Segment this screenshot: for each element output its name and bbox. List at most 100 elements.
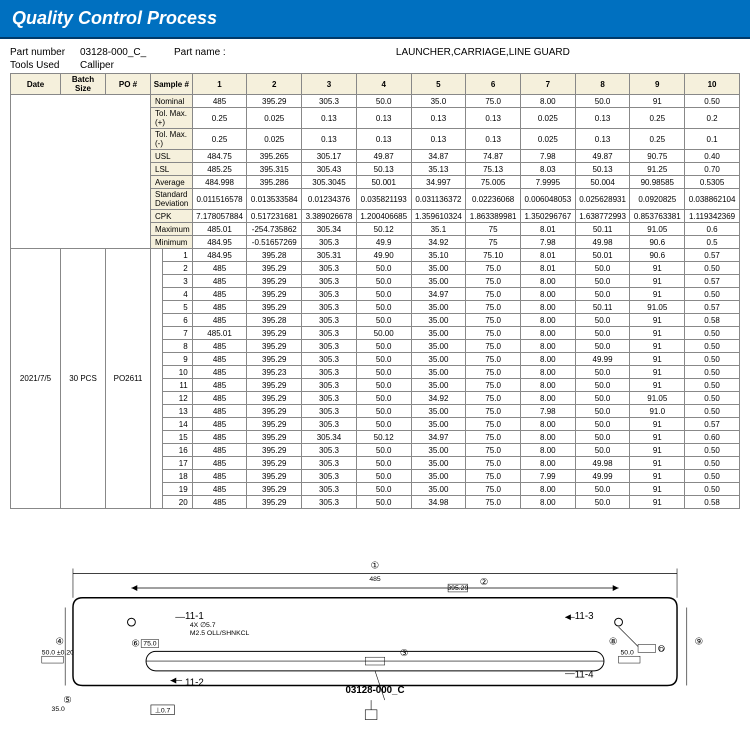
stat-cell: 0.006048053 xyxy=(520,189,575,210)
stat-cell: 35.0 xyxy=(411,95,466,108)
data-cell: 49.99 xyxy=(575,353,630,366)
data-cell: 7.98 xyxy=(520,405,575,418)
stat-cell: 0.025 xyxy=(520,108,575,129)
data-cell: 0.50 xyxy=(685,444,740,457)
data-cell: 35.00 xyxy=(411,470,466,483)
data-cell: 75.0 xyxy=(466,366,521,379)
data-cell: 485 xyxy=(192,405,247,418)
data-cell: 485 xyxy=(192,431,247,444)
data-cell: 50.11 xyxy=(575,301,630,314)
data-cell: 49.99 xyxy=(575,470,630,483)
data-cell: 50.0 xyxy=(575,366,630,379)
stat-cell: 0.25 xyxy=(192,129,247,150)
row-num: 15 xyxy=(162,431,192,444)
stat-cell: 50.004 xyxy=(575,176,630,189)
stat-cell: 75 xyxy=(466,223,521,236)
data-cell: 305.3 xyxy=(302,353,357,366)
data-cell: 0.50 xyxy=(685,470,740,483)
data-cell: 50.0 xyxy=(575,275,630,288)
svg-text:11-2: 11-2 xyxy=(185,677,204,688)
row-num: 12 xyxy=(162,392,192,405)
data-cell: 91 xyxy=(630,275,685,288)
stat-cell: 484.998 xyxy=(192,176,247,189)
svg-text:①: ① xyxy=(371,561,380,572)
data-cell: 8.00 xyxy=(520,301,575,314)
svg-text:②: ② xyxy=(480,577,489,588)
col-dim-1: 1 xyxy=(192,74,247,95)
part-number-label: Part number xyxy=(10,47,80,58)
data-cell: 50.0 xyxy=(356,483,411,496)
data-cell: 305.3 xyxy=(302,405,357,418)
data-cell: 91.05 xyxy=(630,301,685,314)
data-cell: 305.31 xyxy=(302,249,357,262)
stat-cell: 1.638772993 xyxy=(575,210,630,223)
data-cell: 50.0 xyxy=(575,496,630,509)
stat-cell: 0.40 xyxy=(685,150,740,163)
data-cell: 395.29 xyxy=(247,457,302,470)
page-title: Quality Control Process xyxy=(0,0,750,39)
data-cell: 0.50 xyxy=(685,340,740,353)
data-cell: 34.97 xyxy=(411,431,466,444)
qc-table: DateBatch SizePO #Sample #12345678910 No… xyxy=(10,73,740,509)
stat-cell: 0.13 xyxy=(575,129,630,150)
stat-cell: 75.0 xyxy=(466,95,521,108)
svg-text:50.0 ±0.20: 50.0 ±0.20 xyxy=(42,649,74,656)
data-cell: 35.00 xyxy=(411,444,466,457)
data-cell: 485.01 xyxy=(192,327,247,340)
stat-cell: 485.25 xyxy=(192,163,247,176)
data-cell: 75.0 xyxy=(466,496,521,509)
data-cell: 484.95 xyxy=(192,249,247,262)
data-cell: 50.0 xyxy=(356,314,411,327)
info-row-2: Tools Used Calliper xyxy=(10,60,740,71)
stat-cell: 90.6 xyxy=(630,236,685,249)
stat-cell: 49.87 xyxy=(356,150,411,163)
data-cell: 50.0 xyxy=(356,366,411,379)
svg-text:03128-000_C: 03128-000_C xyxy=(346,685,405,696)
row-num: 11 xyxy=(162,379,192,392)
stat-label: LSL xyxy=(151,163,193,176)
data-cell: 75.0 xyxy=(466,340,521,353)
data-cell: 485 xyxy=(192,340,247,353)
data-cell: 0.50 xyxy=(685,262,740,275)
stat-cell: 0.517231681 xyxy=(247,210,302,223)
data-cell: 35.00 xyxy=(411,262,466,275)
data-cell: 91.05 xyxy=(630,392,685,405)
data-cell: 395.29 xyxy=(247,496,302,509)
data-cell: 50.0 xyxy=(575,327,630,340)
data-cell: 305.3 xyxy=(302,314,357,327)
stat-cell: 91.25 xyxy=(630,163,685,176)
stat-cell: 0.2 xyxy=(685,108,740,129)
data-cell: 0.58 xyxy=(685,314,740,327)
data-cell: 305.3 xyxy=(302,262,357,275)
data-cell: 91.0 xyxy=(630,405,685,418)
data-cell: 8.00 xyxy=(520,431,575,444)
data-cell: 50.0 xyxy=(356,340,411,353)
data-cell: 35.00 xyxy=(411,301,466,314)
data-cell: 305.3 xyxy=(302,457,357,470)
data-cell: 75.0 xyxy=(466,405,521,418)
stat-cell: 0.853763381 xyxy=(630,210,685,223)
data-cell: 50.0 xyxy=(356,353,411,366)
data-cell: 50.0 xyxy=(356,418,411,431)
stat-cell: 0.038862104 xyxy=(685,189,740,210)
stat-label: CPK xyxy=(151,210,193,223)
data-cell: 485 xyxy=(192,366,247,379)
stat-label: Average xyxy=(151,176,193,189)
data-cell: 0.50 xyxy=(685,379,740,392)
data-cell: 35.00 xyxy=(411,379,466,392)
data-cell: 395.29 xyxy=(247,340,302,353)
stat-cell: 484.75 xyxy=(192,150,247,163)
data-cell: 305.3 xyxy=(302,418,357,431)
stat-row: Nominal485395.29305.350.035.075.08.0050.… xyxy=(11,95,740,108)
data-cell: 35.00 xyxy=(411,457,466,470)
data-cell: 485 xyxy=(192,379,247,392)
table-row: 2021/7/530 PCSPO26111484.95395.28305.314… xyxy=(11,249,740,262)
col-po: PO # xyxy=(106,74,151,95)
data-cell: 485 xyxy=(192,288,247,301)
data-cell: 395.29 xyxy=(247,275,302,288)
col-batch: Batch Size xyxy=(61,74,106,95)
data-cell: 0.50 xyxy=(685,366,740,379)
info-row-1: Part number 03128-000_C_ Part name : LAU… xyxy=(10,47,740,58)
data-cell: 34.97 xyxy=(411,288,466,301)
stat-cell: 34.92 xyxy=(411,236,466,249)
